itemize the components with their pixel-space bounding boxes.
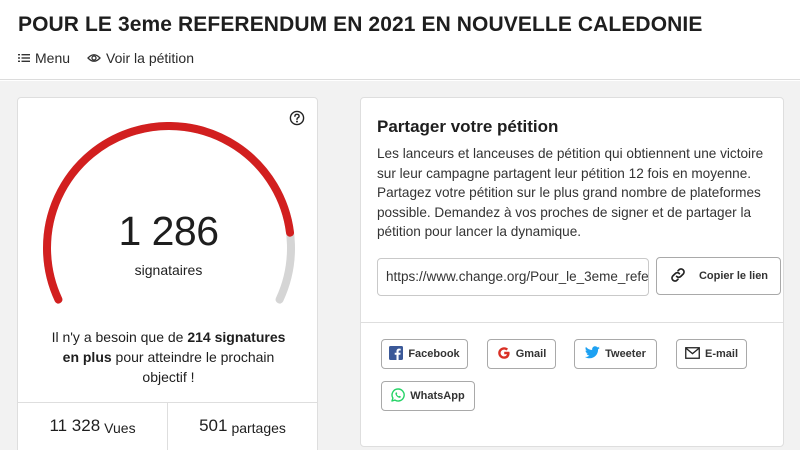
facebook-icon xyxy=(389,345,408,363)
main-content: 1 286 signataires Il n'y a besoin que de… xyxy=(0,81,800,450)
list-icon xyxy=(18,50,35,66)
views-label: Vues xyxy=(104,420,136,436)
email-share-button[interactable]: E-mail xyxy=(676,339,747,369)
view-petition-link[interactable]: Voir la pétition xyxy=(87,50,194,66)
share-title: Partager votre pétition xyxy=(377,117,559,136)
gauge-progress xyxy=(43,122,295,304)
signature-count: 1 286 xyxy=(118,208,219,254)
gmail-share-button[interactable]: Gmail xyxy=(487,339,556,369)
progress-card: 1 286 signataires Il n'y a besoin que de… xyxy=(17,97,318,450)
share-card: Partager votre pétition Les lanceurs et … xyxy=(360,97,784,447)
petition-url-field[interactable]: https://www.change.org/Pour_le_3eme_refe… xyxy=(377,258,649,296)
shares-label: partages xyxy=(231,420,286,436)
email-label: E-mail xyxy=(704,348,738,360)
copy-link-button[interactable]: Copier le lien xyxy=(656,257,781,295)
copy-link-label: Copier le lien xyxy=(698,270,769,282)
link-icon xyxy=(669,266,699,287)
views-count: 11 328 xyxy=(49,416,101,435)
views-stat: 11 328 Vues xyxy=(18,403,168,450)
goal-text: Il n'y a besoin que de 214 signatures en… xyxy=(48,327,289,387)
header-nav: Menu Voir la pétition xyxy=(18,50,211,66)
page-title: POUR LE 3eme REFERENDUM EN 2021 EN NOUVE… xyxy=(18,13,703,36)
tweeter-label: Tweeter xyxy=(605,348,646,360)
facebook-share-button[interactable]: Facebook xyxy=(381,339,468,369)
shares-stat: 501 partages xyxy=(168,403,317,450)
goal-prefix: Il n'y a besoin que de xyxy=(51,329,188,345)
goal-emphasis: 214 signatures en plus xyxy=(62,329,286,365)
eye-icon xyxy=(87,50,106,66)
gmail-label: Gmail xyxy=(515,348,547,360)
share-divider xyxy=(361,322,783,323)
share-description: Les lanceurs et lanceuses de pétition qu… xyxy=(377,146,764,239)
twitter-icon xyxy=(584,346,605,362)
menu-button[interactable]: Menu xyxy=(18,50,70,66)
menu-label: Menu xyxy=(35,50,71,66)
goal-suffix: pour atteindre le prochain objectif ! xyxy=(111,349,275,385)
facebook-label: Facebook xyxy=(408,348,460,360)
stats-row: 11 328 Vues 501 partages xyxy=(18,402,317,450)
whatsapp-label: WhatsApp xyxy=(410,390,465,402)
signature-count-label: signataires xyxy=(134,262,203,278)
signature-gauge xyxy=(43,122,295,304)
shares-count: 501 xyxy=(199,416,228,435)
whatsapp-share-button[interactable]: WhatsApp xyxy=(381,381,475,411)
email-icon xyxy=(685,346,705,362)
twitter-share-button[interactable]: Tweeter xyxy=(574,339,657,369)
page-header: POUR LE 3eme REFERENDUM EN 2021 EN NOUVE… xyxy=(0,0,800,80)
help-icon[interactable] xyxy=(289,110,305,126)
whatsapp-icon xyxy=(391,387,410,405)
gmail-icon xyxy=(497,346,516,363)
view-petition-label: Voir la pétition xyxy=(106,50,194,66)
